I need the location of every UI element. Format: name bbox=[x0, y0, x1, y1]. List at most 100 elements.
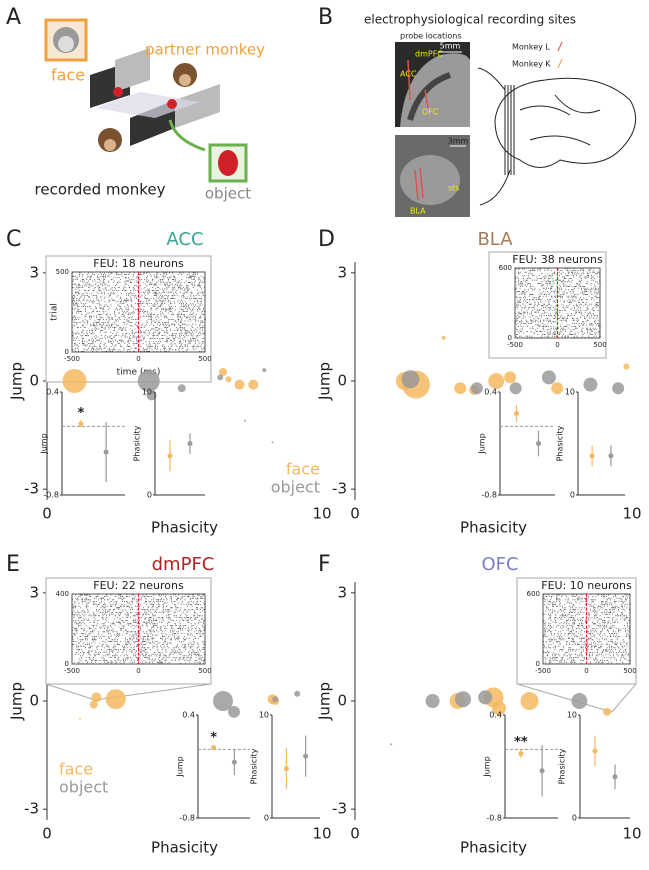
y-tick-label: 0 bbox=[570, 491, 575, 500]
y-tick-label: 0 bbox=[337, 692, 347, 710]
mean-marker bbox=[231, 759, 237, 765]
x-axis-label: Phasicity bbox=[460, 839, 527, 857]
panel-label: E bbox=[6, 552, 20, 577]
significance: * bbox=[210, 731, 217, 746]
inset-x-tick: 500 bbox=[623, 667, 636, 675]
inset-y-tick: 500 bbox=[56, 268, 69, 276]
inset-x-tick: 0 bbox=[136, 355, 140, 363]
y-axis-label: Jump bbox=[40, 433, 49, 454]
mean-marker bbox=[539, 768, 545, 774]
face-label: face bbox=[51, 66, 85, 85]
inset-x-tick: -500 bbox=[64, 667, 80, 675]
bubble bbox=[488, 373, 505, 389]
significance: * bbox=[77, 406, 84, 421]
panel-label: C bbox=[6, 227, 21, 252]
y-axis-label: Phasicity bbox=[558, 748, 567, 784]
scale-label: 5mm bbox=[440, 42, 461, 51]
region-label: BLA bbox=[410, 207, 426, 216]
region-label: ACC bbox=[400, 70, 417, 79]
mean-marker bbox=[103, 449, 109, 455]
chart-title: OFC bbox=[481, 554, 518, 575]
y-axis-label: Phasicity bbox=[556, 425, 565, 461]
y-tick-label: 0.4 bbox=[46, 388, 59, 397]
bubble bbox=[105, 689, 126, 710]
bubble bbox=[603, 707, 612, 716]
y-tick-label: 10 bbox=[567, 711, 577, 720]
callout bbox=[45, 683, 96, 701]
bubble bbox=[425, 694, 440, 708]
y-tick-label: 0 bbox=[264, 814, 269, 823]
inset-x-tick: 0 bbox=[584, 667, 588, 675]
panel-label: D bbox=[318, 227, 335, 252]
x-axis-label: Phasicity bbox=[460, 519, 527, 537]
bubble bbox=[504, 371, 517, 384]
y-tick-label: -3 bbox=[24, 480, 39, 498]
bubble bbox=[217, 374, 224, 381]
bubble bbox=[244, 419, 246, 422]
mean-marker bbox=[303, 753, 309, 759]
legend-label: Monkey K bbox=[512, 60, 551, 69]
x-tick-label: 10 bbox=[312, 825, 331, 843]
y-axis-label: Phasicity bbox=[250, 748, 259, 784]
bubble bbox=[541, 370, 556, 385]
bubble bbox=[272, 696, 279, 703]
x-tick-label: 0 bbox=[42, 505, 52, 523]
y-tick-label: 0.4 bbox=[489, 711, 502, 720]
inset-title: FEU: 38 neurons bbox=[512, 253, 603, 266]
chart-title: BLA bbox=[477, 229, 513, 250]
inset-y-tick: 600 bbox=[527, 590, 540, 598]
bubble bbox=[623, 363, 630, 370]
recorded-label: recorded monkey bbox=[35, 181, 166, 199]
bubble bbox=[294, 690, 301, 697]
probe-label: probe locations bbox=[400, 32, 462, 41]
y-axis-label: Jump bbox=[483, 756, 492, 777]
x-tick-label: 0 bbox=[350, 505, 360, 523]
mean-marker bbox=[167, 453, 173, 459]
panel-label: F bbox=[318, 552, 331, 577]
b-title: electrophysiological recording sites bbox=[364, 13, 576, 27]
y-tick-label: -3 bbox=[332, 800, 347, 818]
raster-spikes bbox=[515, 268, 601, 339]
inset-x-tick: -500 bbox=[535, 667, 551, 675]
bubble bbox=[91, 692, 102, 703]
mean-marker bbox=[283, 766, 289, 772]
legend-label: object bbox=[59, 778, 108, 797]
x-axis-label: Phasicity bbox=[151, 839, 218, 857]
legend-label: face bbox=[286, 460, 320, 479]
inset-x-tick: -500 bbox=[507, 341, 523, 349]
y-tick-label: 3 bbox=[29, 583, 39, 601]
inset-x-tick: -500 bbox=[64, 355, 80, 363]
region-label: dmPFC bbox=[415, 50, 443, 59]
callout bbox=[611, 683, 637, 713]
bubble bbox=[571, 693, 588, 709]
x-tick-label: 10 bbox=[622, 825, 641, 843]
raster-spikes bbox=[543, 594, 631, 665]
inset-title: FEU: 22 neurons bbox=[93, 579, 184, 592]
chart-title: ACC bbox=[166, 229, 203, 250]
mean-marker bbox=[187, 441, 193, 446]
brain-outline bbox=[477, 41, 637, 206]
y-tick-label: -0.8 bbox=[179, 814, 195, 823]
illustration-a bbox=[44, 18, 248, 183]
y-axis-label: Jump bbox=[478, 433, 487, 454]
mean-marker bbox=[589, 453, 595, 459]
bubble bbox=[470, 382, 483, 395]
mean-marker bbox=[592, 748, 598, 754]
bubble bbox=[492, 701, 507, 716]
y-tick-label: 0 bbox=[29, 372, 39, 390]
bubble bbox=[520, 692, 539, 710]
mean-marker bbox=[612, 774, 618, 780]
y-tick-label: 3 bbox=[337, 583, 347, 601]
bubble bbox=[228, 705, 240, 718]
inset-y-tick: 600 bbox=[499, 264, 512, 272]
y-tick-label: 0 bbox=[147, 491, 152, 500]
y-tick-label: 0.4 bbox=[484, 388, 497, 397]
y-axis-label: Phasicity bbox=[133, 425, 142, 461]
bubble bbox=[225, 376, 232, 383]
legend-label: object bbox=[271, 478, 320, 497]
mean-marker bbox=[608, 453, 614, 459]
panel-label: A bbox=[6, 5, 21, 30]
x-tick-label: 0 bbox=[42, 825, 52, 843]
bubble bbox=[177, 384, 186, 393]
